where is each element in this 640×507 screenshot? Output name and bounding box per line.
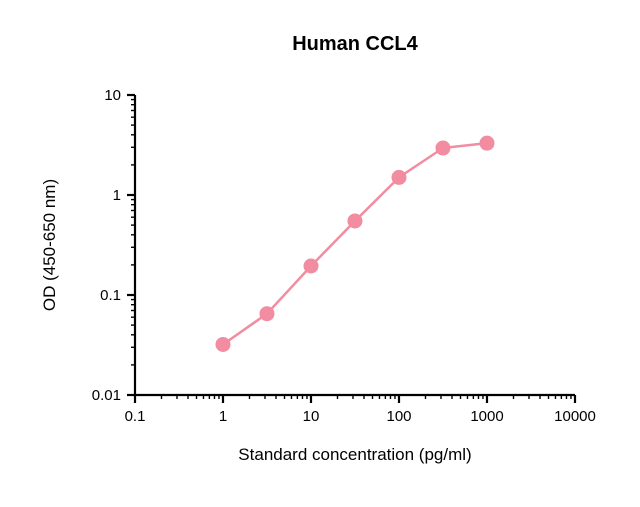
svg-text:0.01: 0.01 [92, 387, 121, 404]
svg-text:10: 10 [303, 408, 320, 425]
chart-title: Human CCL4 [292, 33, 418, 55]
svg-text:1000: 1000 [470, 408, 503, 425]
data-series [216, 136, 494, 351]
standard-curve-chart: Human CCL4 Standard concentration (pg/ml… [0, 0, 640, 507]
svg-text:10000: 10000 [554, 408, 596, 425]
svg-text:1: 1 [113, 187, 121, 204]
y-ticks: 0.01 0.1 1 10 [92, 87, 135, 404]
svg-text:10: 10 [104, 87, 121, 104]
svg-text:0.1: 0.1 [125, 408, 146, 425]
axes [135, 95, 575, 395]
svg-text:0.1: 0.1 [100, 287, 121, 304]
x-ticks: 0.1 1 10 100 1000 10000 [125, 395, 596, 425]
svg-text:1: 1 [219, 408, 227, 425]
svg-text:100: 100 [386, 408, 411, 425]
x-axis-label: Standard concentration (pg/ml) [238, 445, 471, 464]
y-axis-label: OD (450-650 nm) [40, 179, 59, 311]
